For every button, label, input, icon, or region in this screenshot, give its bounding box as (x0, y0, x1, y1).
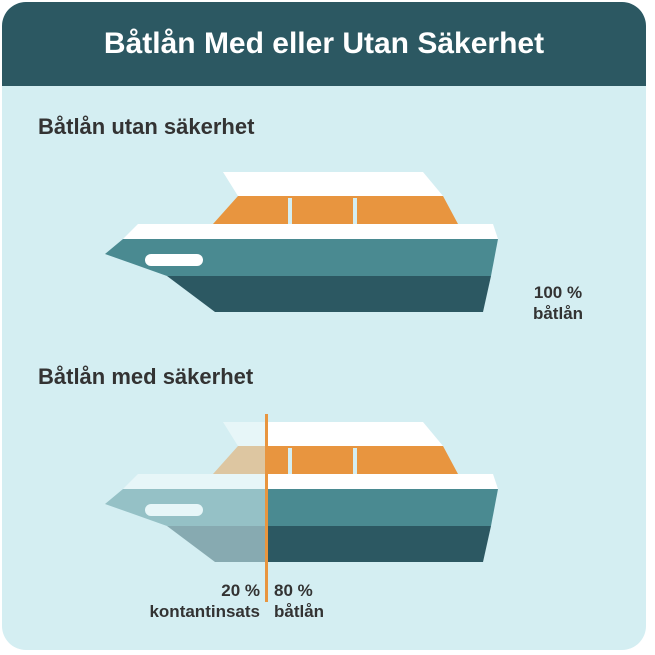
label-100-percent: 100 % båtlån (518, 282, 598, 325)
label-20-txt: kontantinsats (149, 602, 260, 621)
boat-icon-unsecured (93, 154, 513, 324)
label-100-pct: 100 % (534, 283, 582, 302)
infographic-card: Båtlån Med eller Utan Säkerhet Båtlån ut… (2, 2, 646, 650)
label-80-txt: båtlån (274, 602, 324, 621)
section-secured-title: Båtlån med säkerhet (38, 364, 610, 390)
label-80-pct: 80 % (274, 581, 313, 600)
section-unsecured-title: Båtlån utan säkerhet (38, 114, 610, 140)
content-body: Båtlån utan säkerhet (2, 86, 646, 644)
boat-area-secured: 20 % kontantinsats 80 % båtlån (38, 404, 610, 604)
main-title: Båtlån Med eller Utan Säkerhet (104, 27, 544, 61)
boat-area-unsecured: 100 % båtlån (38, 154, 610, 344)
label-20-pct: 20 % (221, 581, 260, 600)
label-100-txt: båtlån (533, 304, 583, 323)
label-20-percent: 20 % kontantinsats (132, 580, 260, 623)
fade-overlay (38, 404, 265, 574)
label-80-percent: 80 % båtlån (274, 580, 354, 623)
split-line (265, 414, 268, 602)
header-bar: Båtlån Med eller Utan Säkerhet (2, 2, 646, 86)
